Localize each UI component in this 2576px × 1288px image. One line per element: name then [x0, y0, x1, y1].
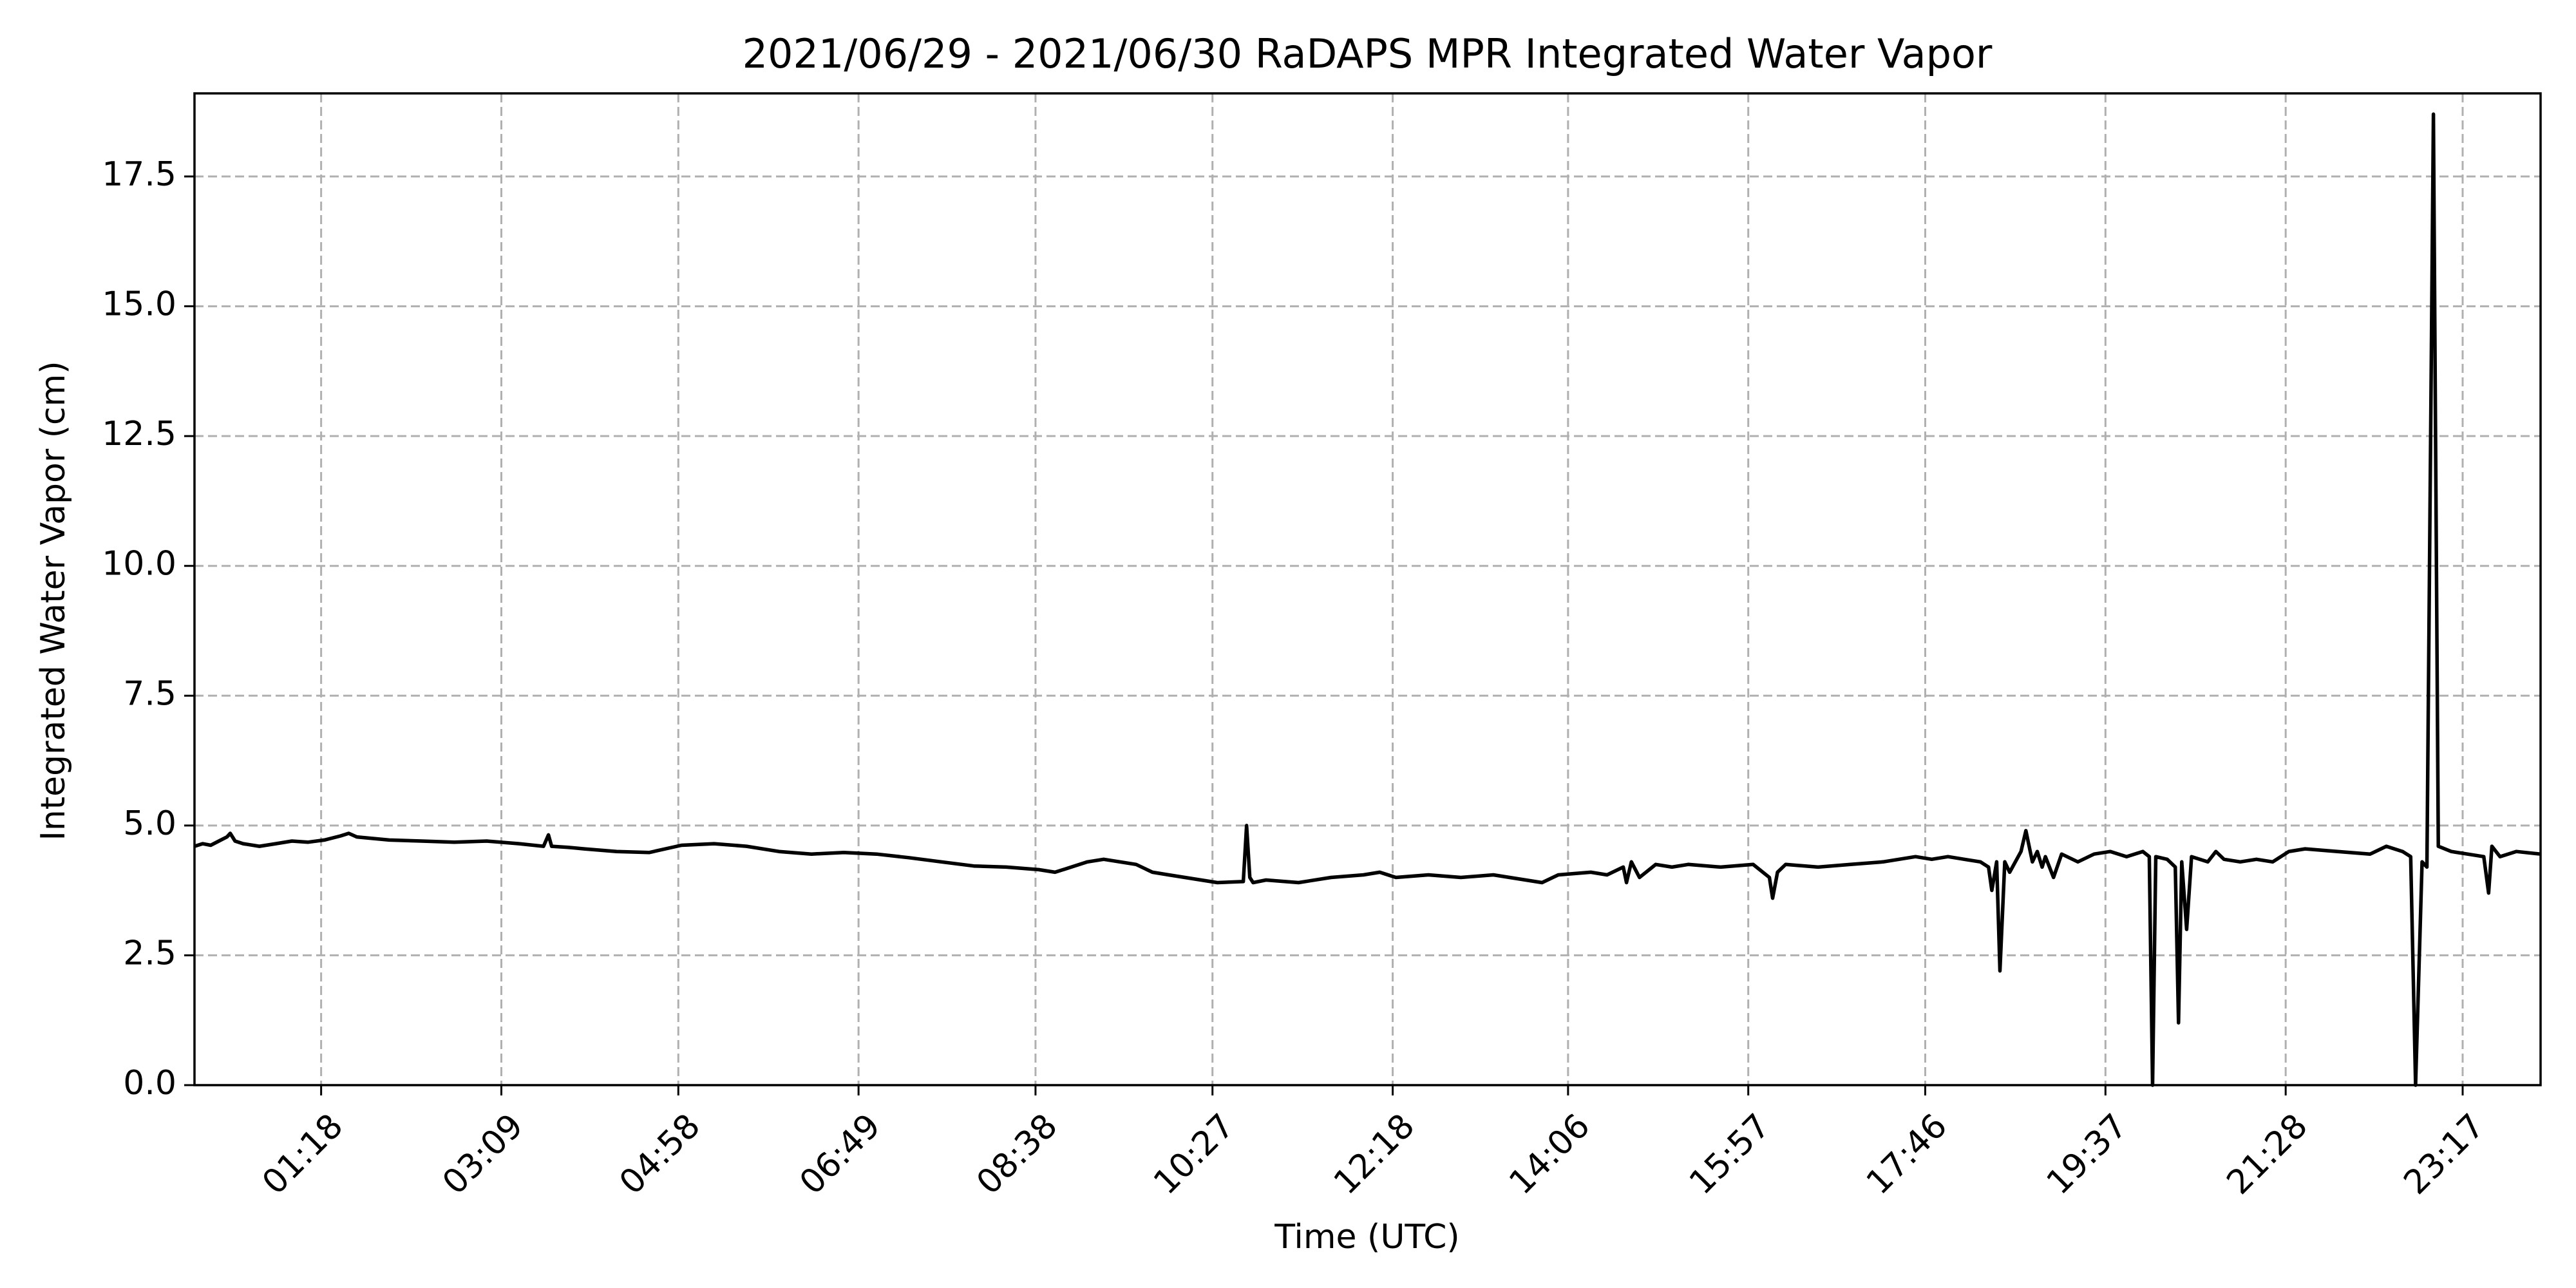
x-tick-label: 03:09: [435, 1106, 531, 1202]
x-tick-label: 08:38: [969, 1106, 1065, 1202]
x-tick-label: 10:27: [1146, 1106, 1242, 1202]
x-tick-label: 19:37: [2040, 1106, 2135, 1202]
series-layer: [194, 112, 2541, 1087]
x-axis-label: Time (UTC): [1274, 1218, 1459, 1256]
y-tick-label: 0.0: [123, 1064, 176, 1103]
y-axis-label: Integrated Water Vapor (cm): [34, 361, 73, 840]
x-tick-label: 23:17: [2396, 1106, 2492, 1202]
x-tick-label: 17:46: [1859, 1106, 1955, 1202]
chart-title: 2021/06/29 - 2021/06/30 RaDAPS MPR Integ…: [743, 30, 1993, 77]
series-line: [194, 112, 2541, 1087]
x-tick-label: 06:49: [793, 1106, 888, 1202]
y-tick-label: 12.5: [102, 415, 176, 453]
y-tick-label: 10.0: [102, 545, 176, 583]
y-tick-label: 15.0: [102, 285, 176, 324]
y-tick-label: 17.5: [102, 155, 176, 194]
y-tick-label: 2.5: [123, 934, 176, 972]
x-tick-label: 14:06: [1502, 1106, 1597, 1202]
x-tick-label: 04:58: [612, 1106, 708, 1202]
plot-frame: [193, 92, 2542, 1086]
y-axis-ticks: 0.0 2.5 5.0 7.5 10.0 12.5 15.0 17.5: [102, 155, 194, 1103]
x-tick-label: 21:28: [2220, 1106, 2315, 1202]
x-tick-label: 12:18: [1327, 1106, 1422, 1202]
grid-lines: [194, 93, 2541, 1085]
x-tick-label: 01:18: [255, 1106, 350, 1202]
x-tick-label: 15:57: [1682, 1106, 1777, 1202]
y-tick-label: 7.5: [123, 674, 176, 713]
y-tick-label: 5.0: [123, 804, 176, 843]
x-axis-ticks: 01:18 03:09 04:58 06:49 08:38 10:27 12:18 14:06…: [255, 1085, 2492, 1202]
